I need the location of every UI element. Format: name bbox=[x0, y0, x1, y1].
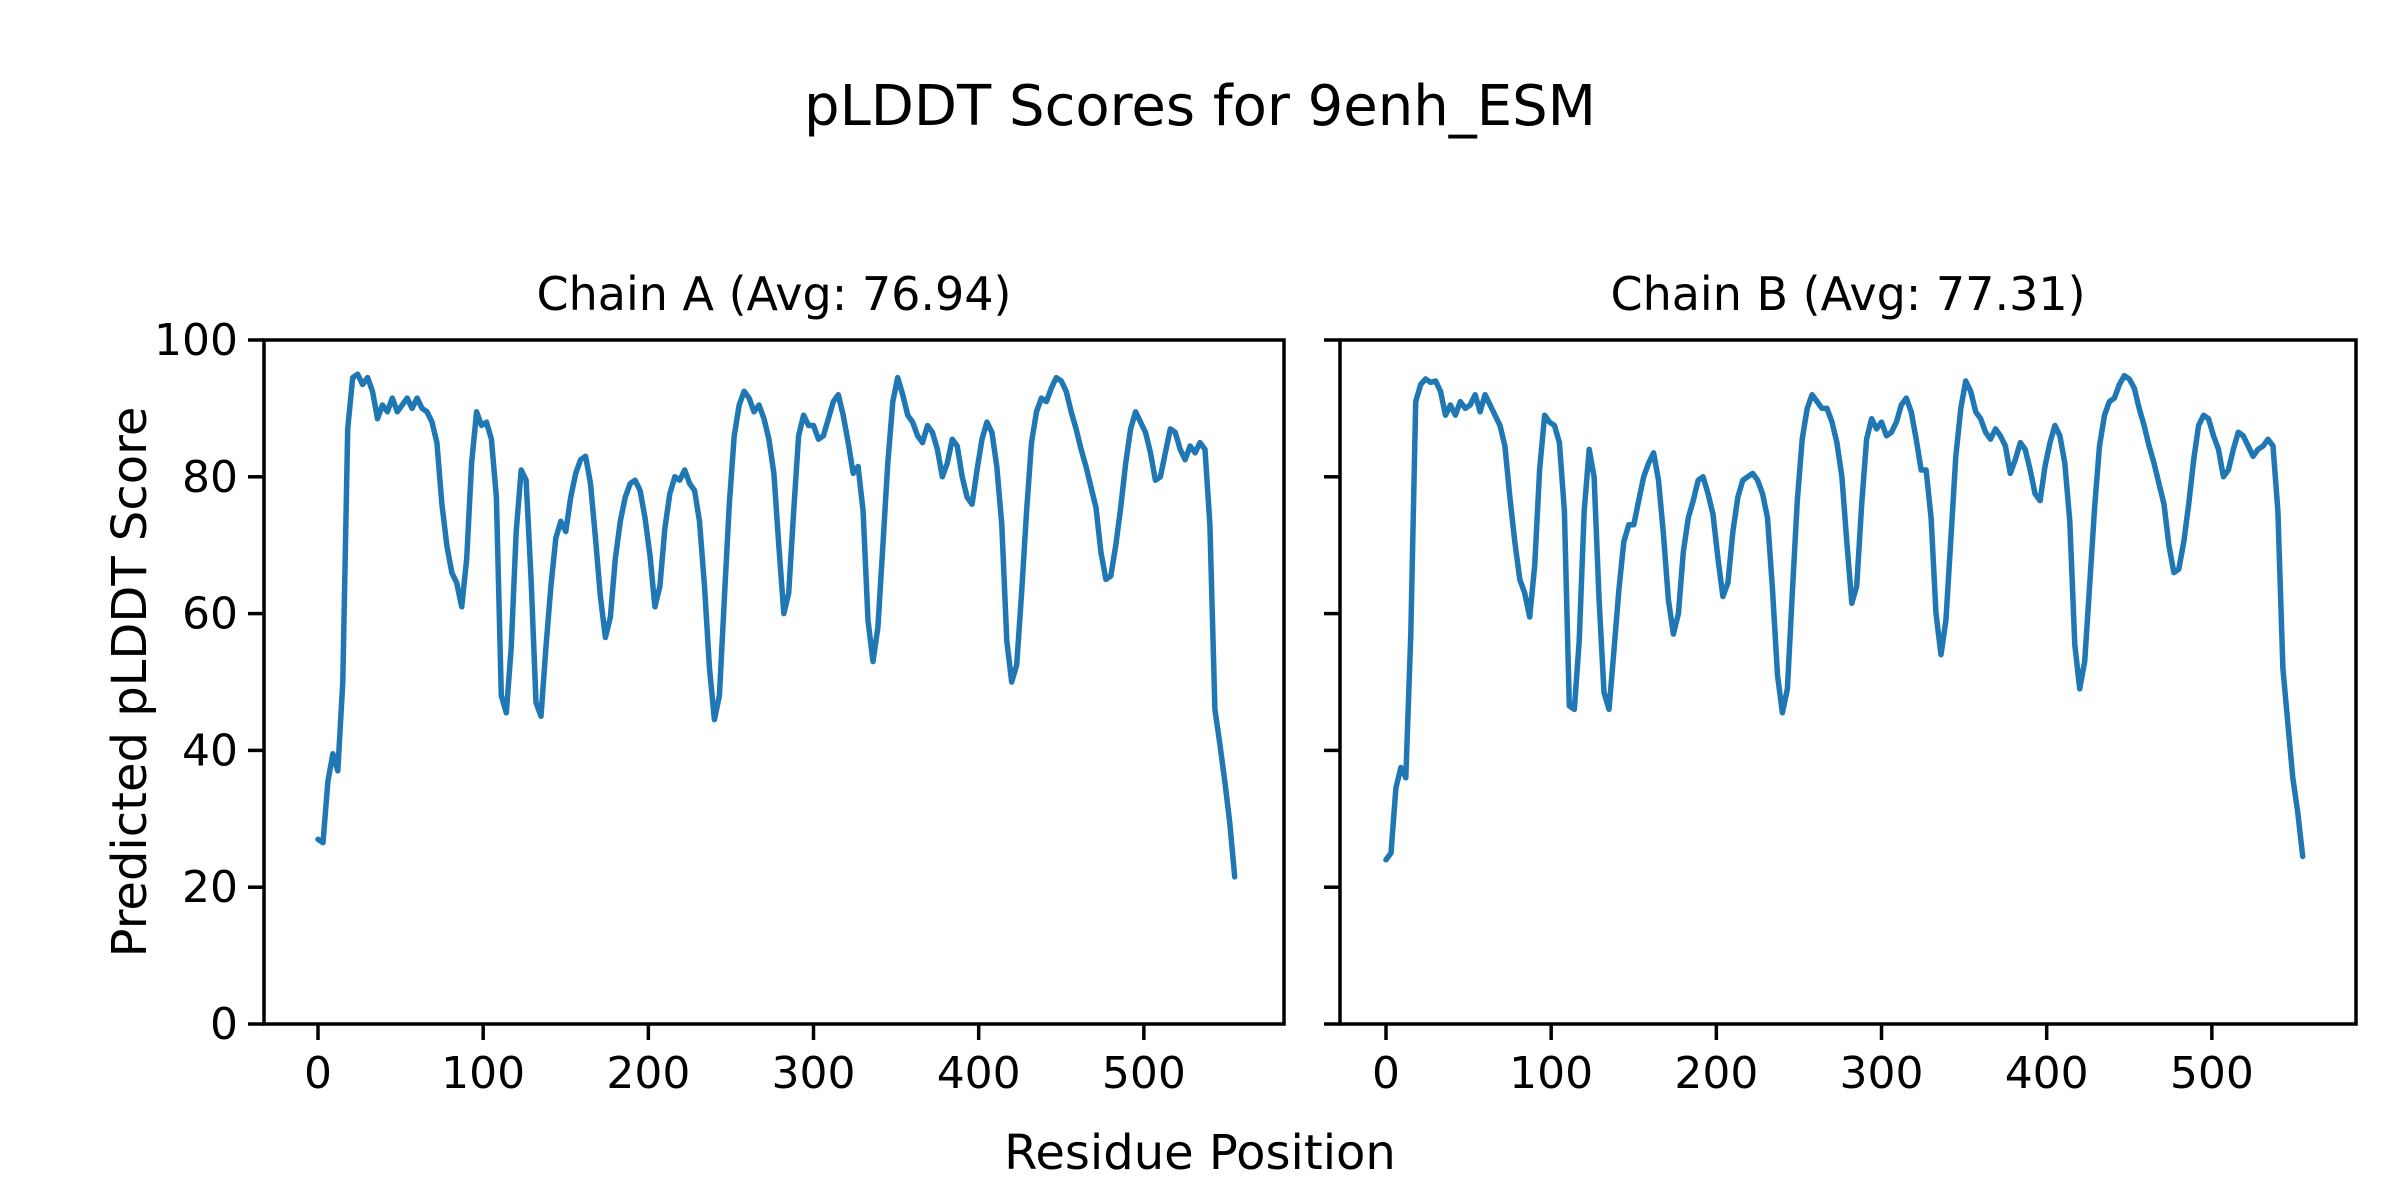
chain-a-axes: 0 100 200 300 400 500 0 20 40 60 80 100 bbox=[154, 315, 1286, 1099]
chain-a-xtick-label: 500 bbox=[1102, 1048, 1186, 1099]
chain-b-axes: 0 100 200 300 400 500 bbox=[1324, 338, 2358, 1099]
chain-a-xtick-label: 200 bbox=[606, 1048, 690, 1099]
chain-b-xtick-label: 400 bbox=[2005, 1048, 2089, 1099]
chain-b-xtick-label: 0 bbox=[1372, 1048, 1400, 1099]
chain-a-ytick-label: 80 bbox=[182, 452, 238, 503]
chain-a-ytick-label: 100 bbox=[154, 315, 238, 366]
chain-b-xtick-label: 500 bbox=[2170, 1048, 2254, 1099]
chain-a-ytick-label: 0 bbox=[210, 999, 238, 1050]
chain-a-line bbox=[315, 371, 1238, 880]
chain-a-ytick-label: 20 bbox=[182, 862, 238, 913]
chain-b-line bbox=[1383, 372, 2306, 863]
figure-title: pLDDT Scores for 9enh_ESM bbox=[804, 74, 1596, 139]
subplot-title-chain-b: Chain B (Avg: 77.31) bbox=[1610, 267, 2086, 321]
chain-a-xtick-label: 300 bbox=[772, 1048, 856, 1099]
subplot-title-chain-a: Chain A (Avg: 76.94) bbox=[536, 267, 1012, 321]
chain-a-spines bbox=[262, 338, 1286, 1026]
chain-b-xtick-label: 100 bbox=[1509, 1048, 1593, 1099]
chain-b-xtick-label: 200 bbox=[1674, 1048, 1758, 1099]
chain-a-xtick-label: 100 bbox=[441, 1048, 525, 1099]
x-axis-label: Residue Position bbox=[1004, 1125, 1396, 1181]
chain-b-spines bbox=[1338, 338, 2358, 1026]
chain-b-xtick-label: 300 bbox=[1840, 1048, 1924, 1099]
chain-a-xtick-label: 0 bbox=[304, 1048, 332, 1099]
chain-a-ytick-label: 40 bbox=[182, 725, 238, 776]
chain-a-ytick-label: 60 bbox=[182, 589, 238, 640]
chain-a-xtick-label: 400 bbox=[937, 1048, 1021, 1099]
